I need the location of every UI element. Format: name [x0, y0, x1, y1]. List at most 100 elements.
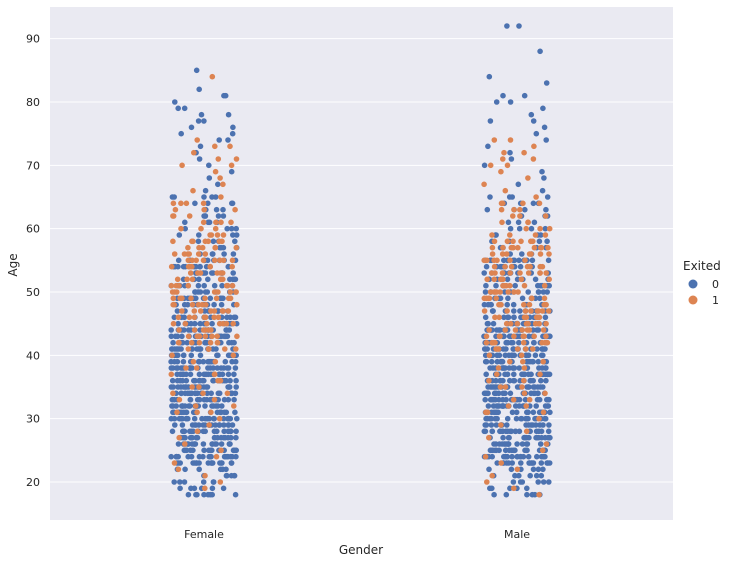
data-point — [487, 118, 494, 124]
data-point — [529, 491, 536, 498]
data-point — [510, 339, 516, 346]
data-point — [524, 327, 531, 333]
data-point — [540, 479, 547, 485]
data-point — [230, 124, 236, 131]
data-point — [521, 377, 527, 384]
data-point — [206, 346, 212, 352]
data-point — [194, 333, 200, 340]
data-point — [543, 206, 549, 213]
data-point — [546, 460, 553, 466]
data-point — [231, 403, 237, 409]
data-point — [172, 99, 178, 105]
data-point — [486, 377, 492, 384]
y-tick-label: 30 — [26, 413, 40, 426]
data-point — [492, 339, 498, 346]
data-point — [222, 358, 229, 365]
data-point — [530, 156, 537, 162]
data-point — [513, 409, 520, 416]
data-point — [191, 415, 198, 422]
data-point — [226, 352, 232, 359]
data-point — [498, 200, 505, 207]
data-point — [530, 238, 536, 245]
data-point — [180, 358, 187, 365]
data-point — [498, 206, 505, 213]
data-point — [196, 244, 202, 251]
data-point — [195, 270, 201, 276]
data-point — [175, 105, 181, 112]
data-point — [211, 257, 218, 264]
data-point — [517, 206, 523, 213]
data-point — [205, 219, 211, 226]
data-point — [214, 428, 220, 435]
data-point — [481, 308, 488, 314]
data-point — [209, 333, 215, 340]
data-point — [528, 371, 534, 378]
data-point — [530, 409, 537, 416]
data-point — [204, 396, 210, 403]
data-point — [185, 346, 192, 352]
data-point — [202, 314, 208, 321]
data-point — [544, 194, 551, 200]
data-point — [170, 320, 177, 327]
data-point — [180, 263, 187, 270]
data-point — [224, 225, 230, 232]
data-point — [174, 453, 180, 460]
data-point — [490, 365, 496, 371]
data-point — [491, 263, 498, 270]
data-point — [197, 143, 204, 150]
data-point — [202, 327, 208, 333]
data-point — [190, 447, 196, 454]
data-point — [511, 308, 517, 314]
data-point — [492, 390, 498, 397]
data-point — [500, 434, 506, 441]
data-point — [195, 358, 202, 365]
data-point — [178, 225, 184, 232]
data-point — [483, 339, 490, 346]
data-point — [543, 80, 550, 86]
data-point — [182, 434, 188, 441]
data-point — [505, 219, 512, 226]
data-point — [526, 396, 533, 403]
data-point — [542, 415, 548, 422]
data-point — [218, 301, 225, 308]
data-point — [228, 225, 235, 232]
data-point — [192, 320, 198, 327]
data-point — [185, 257, 192, 264]
data-point — [220, 485, 227, 492]
data-point — [538, 244, 544, 251]
data-point — [182, 320, 189, 327]
data-point — [214, 409, 221, 416]
data-point — [506, 194, 513, 200]
data-point — [233, 377, 239, 384]
data-point — [179, 333, 185, 340]
data-point — [225, 295, 232, 302]
data-point — [489, 232, 495, 238]
data-point — [202, 403, 208, 409]
data-point — [510, 396, 517, 403]
data-point — [512, 403, 519, 409]
data-point — [215, 289, 221, 295]
data-point — [176, 232, 183, 238]
data-point — [227, 143, 233, 150]
data-point — [200, 200, 207, 207]
data-point — [232, 390, 239, 397]
data-point — [487, 415, 493, 422]
data-point — [204, 390, 210, 397]
data-point — [522, 257, 528, 264]
data-point — [223, 453, 229, 460]
data-point — [228, 219, 234, 226]
data-point — [224, 282, 231, 289]
data-point — [220, 206, 226, 213]
data-point — [211, 314, 217, 321]
data-point — [501, 149, 507, 156]
data-point — [170, 403, 176, 409]
data-point — [214, 365, 221, 371]
data-point — [225, 137, 231, 143]
data-point — [174, 308, 181, 314]
data-point — [233, 447, 239, 454]
data-point — [522, 396, 529, 403]
data-point — [505, 434, 512, 441]
data-point — [212, 244, 219, 251]
data-point — [521, 149, 527, 156]
